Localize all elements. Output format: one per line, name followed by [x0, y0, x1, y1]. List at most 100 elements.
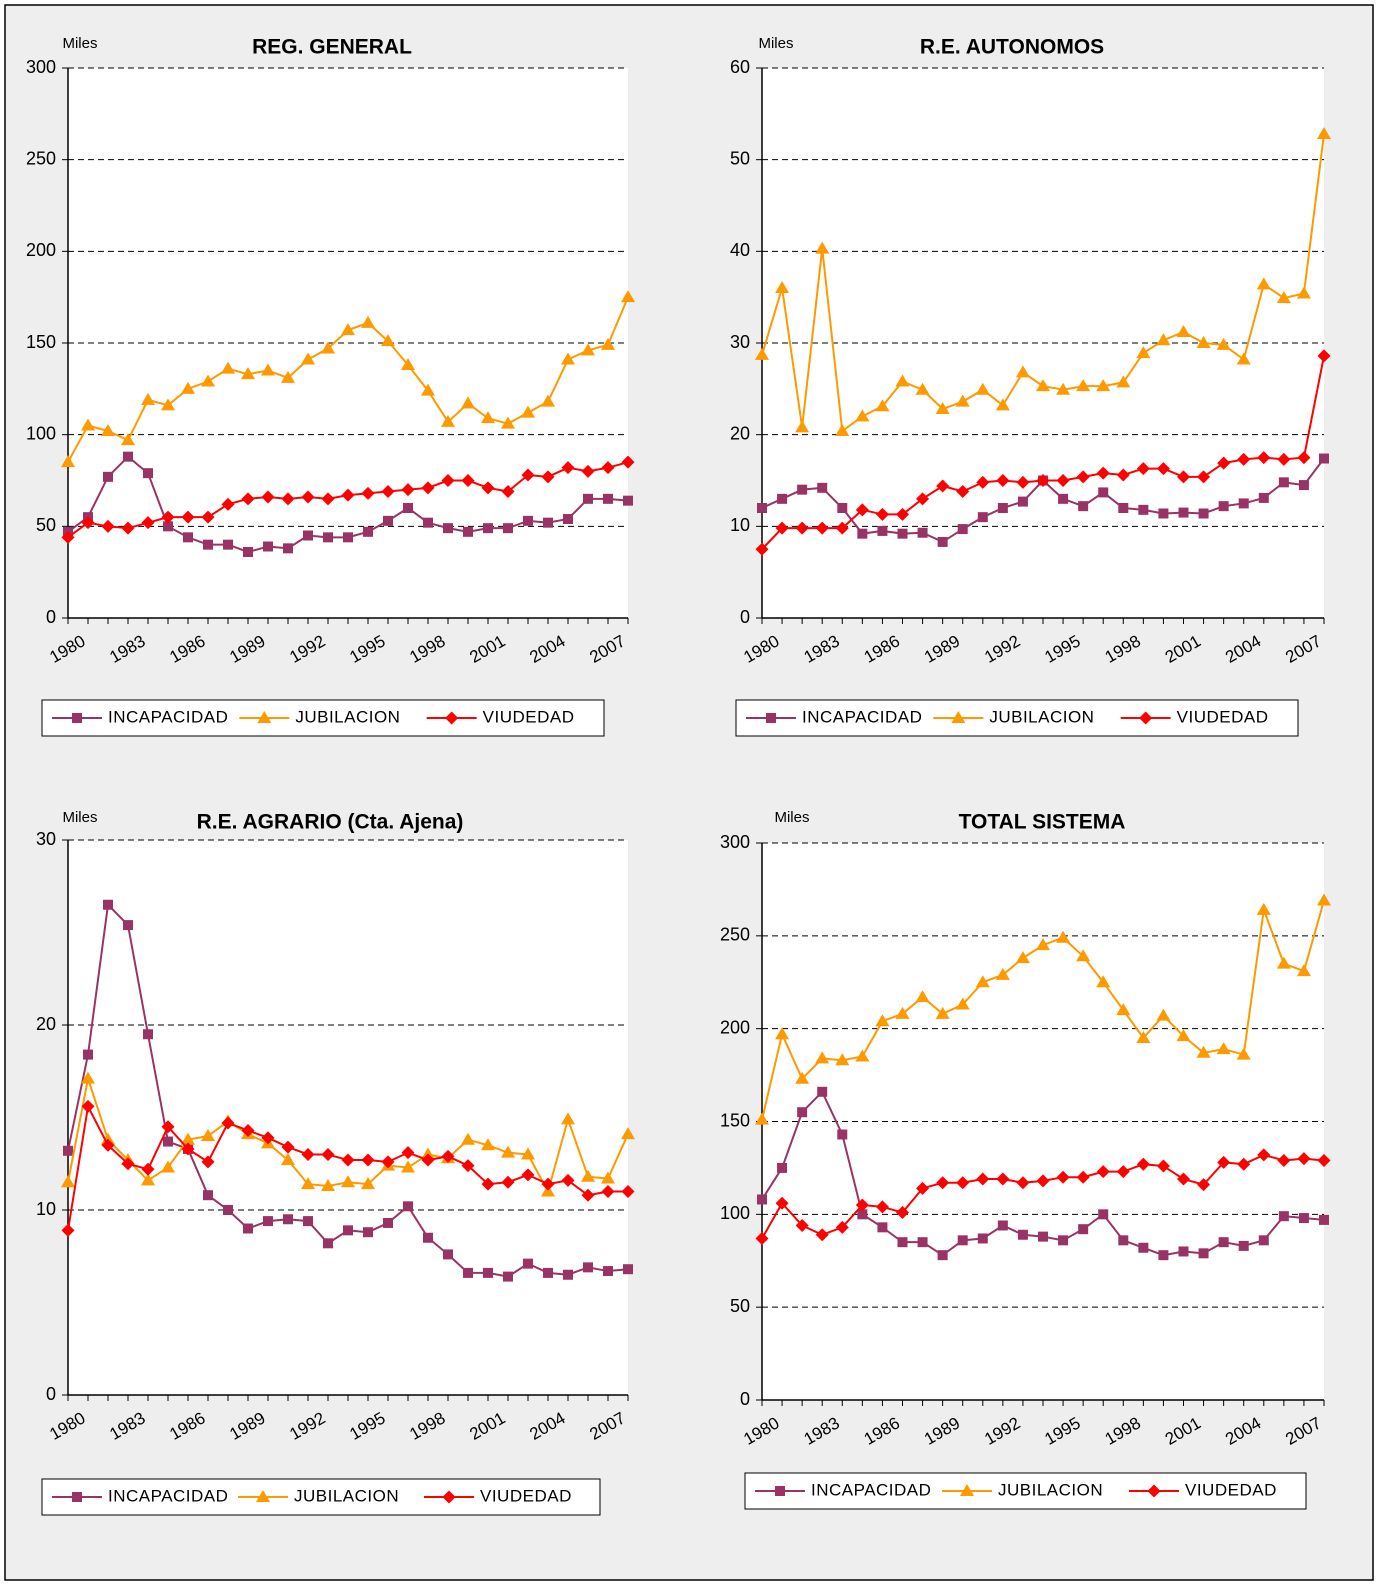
y-tick-label: 20: [730, 423, 750, 443]
marker: [201, 1155, 215, 1169]
marker: [936, 479, 950, 493]
marker: [521, 468, 535, 482]
marker: [997, 503, 1008, 513]
marker: [623, 1264, 633, 1275]
marker: [401, 483, 415, 497]
marker: [181, 1142, 195, 1156]
marker: [795, 521, 809, 535]
marker: [1116, 1003, 1131, 1016]
marker: [381, 334, 395, 347]
chart-title: R.E. AUTONOMOS: [920, 36, 1104, 59]
marker: [916, 1181, 930, 1195]
marker: [835, 1220, 849, 1234]
marker: [361, 1177, 375, 1190]
marker: [937, 1250, 948, 1261]
marker: [283, 543, 293, 554]
y-tick-label: 200: [720, 1017, 750, 1037]
marker: [956, 1176, 970, 1190]
marker: [775, 1486, 785, 1496]
series-layer: [755, 893, 1331, 1261]
marker: [481, 1138, 495, 1151]
legend-box: [41, 1478, 601, 1516]
plot-area: [68, 840, 628, 1395]
marker: [301, 352, 315, 365]
marker: [1217, 456, 1231, 470]
marker: [1017, 1229, 1028, 1240]
marker: [281, 492, 295, 506]
marker: [1016, 1176, 1030, 1190]
legend-box: [744, 1472, 1307, 1510]
y-tick-label: 0: [740, 1389, 750, 1409]
marker: [603, 493, 613, 504]
y-tick-label: 0: [46, 607, 56, 627]
marker: [797, 1107, 808, 1118]
y-tick-label: 300: [26, 57, 56, 77]
marker: [995, 398, 1010, 411]
marker: [1317, 349, 1331, 363]
marker: [201, 510, 215, 524]
marker: [321, 1148, 335, 1161]
marker: [63, 1145, 73, 1156]
marker: [121, 433, 135, 446]
marker: [541, 394, 555, 407]
marker: [955, 394, 970, 407]
marker: [101, 1138, 115, 1152]
y-tick-label: 150: [720, 1110, 750, 1130]
marker: [143, 1029, 153, 1040]
marker: [201, 374, 215, 387]
y-tick-label: 300: [720, 832, 750, 852]
marker: [163, 521, 173, 532]
marker: [1237, 1157, 1251, 1171]
marker: [1258, 492, 1269, 503]
marker: [955, 997, 970, 1010]
marker: [1158, 1250, 1169, 1261]
marker: [936, 1176, 950, 1190]
marker: [301, 490, 315, 504]
marker: [1217, 1155, 1231, 1169]
marker: [897, 528, 908, 539]
marker: [1216, 337, 1231, 350]
marker: [1158, 508, 1169, 519]
marker: [855, 1198, 869, 1212]
marker: [875, 1200, 889, 1214]
marker: [817, 482, 828, 493]
marker: [101, 1132, 115, 1145]
marker: [1136, 1157, 1150, 1171]
marker: [1178, 507, 1189, 518]
unit-label: Miles: [62, 35, 97, 52]
marker: [857, 528, 868, 539]
marker: [975, 975, 990, 988]
marker: [601, 461, 615, 475]
legend-label: INCAPACIDAD: [108, 707, 228, 726]
marker: [361, 315, 375, 328]
marker: [161, 398, 175, 411]
marker: [341, 1175, 355, 1188]
marker: [303, 1216, 313, 1227]
marker: [543, 517, 553, 528]
legend-box: [41, 699, 605, 737]
marker: [403, 503, 413, 513]
marker: [61, 455, 75, 468]
marker: [1297, 451, 1311, 465]
marker: [975, 382, 990, 395]
marker: [581, 1169, 595, 1182]
marker: [1238, 498, 1249, 509]
legend-label: JUBILACION: [295, 707, 400, 726]
marker: [281, 1140, 295, 1154]
legend-label: VIUDEDAD: [483, 707, 575, 726]
marker: [481, 411, 495, 424]
marker: [141, 392, 155, 405]
marker: [241, 492, 255, 506]
marker: [1298, 480, 1309, 491]
marker: [61, 1223, 75, 1237]
marker: [1256, 902, 1271, 915]
marker: [283, 1214, 293, 1225]
marker: [1116, 468, 1130, 482]
marker: [1096, 466, 1110, 480]
marker: [1076, 379, 1091, 392]
marker: [916, 492, 930, 506]
marker: [815, 521, 829, 535]
y-tick-label: 0: [46, 1384, 56, 1404]
marker: [581, 1188, 595, 1202]
